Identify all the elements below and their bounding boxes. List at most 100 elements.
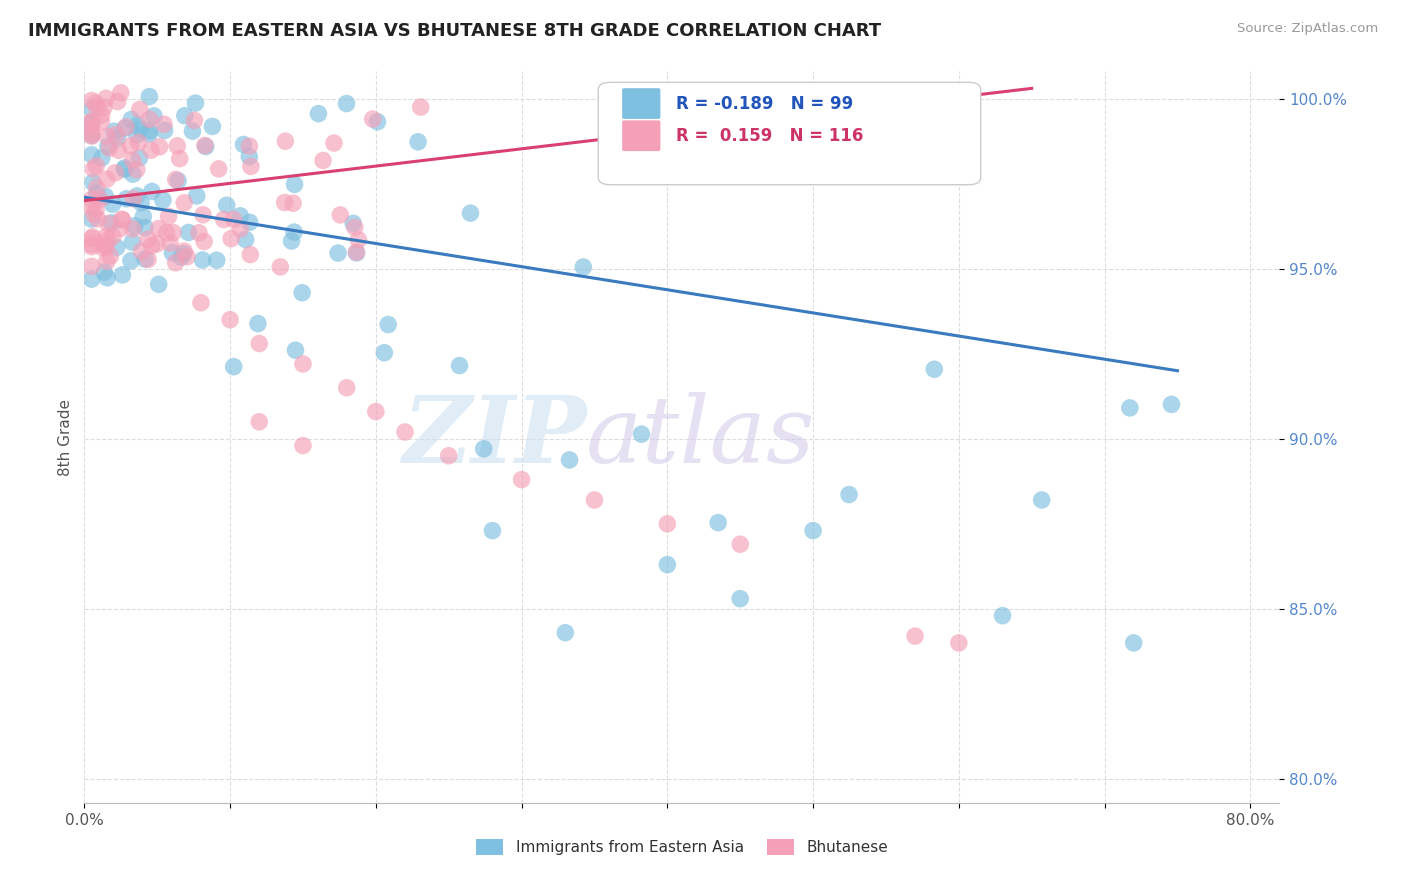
Bhutanese — [208, 161, 231, 176]
Immigrants from Eastern Asia — [326, 246, 349, 260]
Bhutanese — [136, 252, 159, 267]
Bhutanese — [108, 221, 131, 235]
Immigrants from Eastern Asia — [132, 210, 155, 224]
Bhutanese — [107, 144, 129, 158]
Y-axis label: 8th Grade: 8th Grade — [58, 399, 73, 475]
Bhutanese — [394, 425, 416, 439]
Bhutanese — [728, 537, 751, 551]
Immigrants from Eastern Asia — [134, 252, 156, 267]
Bhutanese — [187, 226, 209, 240]
Immigrants from Eastern Asia — [235, 233, 257, 247]
Immigrants from Eastern Asia — [291, 285, 314, 300]
Bhutanese — [239, 247, 262, 261]
Immigrants from Eastern Asia — [80, 128, 103, 143]
Immigrants from Eastern Asia — [558, 453, 581, 467]
Immigrants from Eastern Asia — [86, 186, 108, 201]
Immigrants from Eastern Asia — [1122, 636, 1144, 650]
FancyBboxPatch shape — [599, 82, 981, 185]
Immigrants from Eastern Asia — [80, 148, 103, 162]
Bhutanese — [510, 473, 533, 487]
Immigrants from Eastern Asia — [284, 343, 307, 358]
Immigrants from Eastern Asia — [112, 162, 135, 177]
Bhutanese — [904, 629, 927, 643]
Immigrants from Eastern Asia — [283, 225, 305, 239]
Immigrants from Eastern Asia — [114, 161, 136, 175]
Immigrants from Eastern Asia — [97, 139, 120, 153]
Immigrants from Eastern Asia — [153, 123, 176, 137]
Bhutanese — [269, 260, 291, 274]
Bhutanese — [165, 172, 187, 186]
Bhutanese — [238, 139, 260, 153]
Immigrants from Eastern Asia — [142, 109, 165, 123]
Text: R =  0.159   N = 116: R = 0.159 N = 116 — [676, 127, 863, 145]
Bhutanese — [229, 222, 252, 236]
Immigrants from Eastern Asia — [924, 362, 946, 376]
Immigrants from Eastern Asia — [134, 220, 156, 235]
Bhutanese — [97, 217, 120, 231]
Immigrants from Eastern Asia — [129, 195, 152, 210]
Bhutanese — [111, 212, 134, 227]
Bhutanese — [347, 233, 370, 247]
Bhutanese — [361, 112, 384, 126]
Bhutanese — [97, 233, 120, 247]
Immigrants from Eastern Asia — [80, 103, 103, 117]
Bhutanese — [191, 208, 214, 222]
Bhutanese — [80, 94, 103, 108]
Immigrants from Eastern Asia — [181, 124, 204, 138]
Text: R = -0.189   N = 99: R = -0.189 N = 99 — [676, 95, 853, 112]
Bhutanese — [80, 240, 103, 254]
Immigrants from Eastern Asia — [194, 139, 217, 153]
Immigrants from Eastern Asia — [184, 96, 207, 111]
Immigrants from Eastern Asia — [93, 265, 115, 279]
Bhutanese — [82, 230, 104, 244]
Bhutanese — [583, 493, 606, 508]
Immigrants from Eastern Asia — [173, 109, 195, 123]
Text: Source: ZipAtlas.com: Source: ZipAtlas.com — [1237, 22, 1378, 36]
Immigrants from Eastern Asia — [141, 185, 163, 199]
Bhutanese — [94, 229, 117, 244]
Immigrants from Eastern Asia — [80, 212, 103, 227]
Immigrants from Eastern Asia — [170, 250, 193, 264]
Immigrants from Eastern Asia — [191, 252, 214, 267]
Bhutanese — [437, 449, 460, 463]
Immigrants from Eastern Asia — [96, 270, 118, 285]
Bhutanese — [84, 202, 107, 217]
FancyBboxPatch shape — [623, 88, 661, 119]
Immigrants from Eastern Asia — [1031, 493, 1053, 508]
Immigrants from Eastern Asia — [101, 197, 124, 211]
Bhutanese — [86, 101, 108, 115]
Immigrants from Eastern Asia — [1119, 401, 1142, 415]
Immigrants from Eastern Asia — [373, 345, 395, 359]
Immigrants from Eastern Asia — [229, 209, 252, 223]
Bhutanese — [127, 136, 149, 150]
Immigrants from Eastern Asia — [449, 359, 471, 373]
Bhutanese — [139, 143, 162, 157]
Immigrants from Eastern Asia — [90, 151, 112, 165]
Bhutanese — [222, 212, 245, 227]
Bhutanese — [90, 115, 112, 129]
Text: atlas: atlas — [586, 392, 815, 482]
Bhutanese — [104, 128, 127, 142]
Bhutanese — [219, 312, 242, 326]
Immigrants from Eastern Asia — [481, 524, 503, 538]
Bhutanese — [80, 192, 103, 206]
Bhutanese — [120, 138, 142, 153]
Bhutanese — [247, 415, 270, 429]
Immigrants from Eastern Asia — [283, 178, 305, 192]
Bhutanese — [98, 249, 121, 263]
Immigrants from Eastern Asia — [124, 219, 146, 233]
Bhutanese — [115, 120, 138, 134]
Bhutanese — [364, 404, 387, 418]
Immigrants from Eastern Asia — [128, 151, 150, 165]
Bhutanese — [281, 196, 304, 211]
Immigrants from Eastern Asia — [991, 608, 1014, 623]
Bhutanese — [274, 134, 297, 148]
Immigrants from Eastern Asia — [232, 137, 254, 152]
Immigrants from Eastern Asia — [105, 131, 128, 145]
Bhutanese — [291, 439, 314, 453]
Bhutanese — [94, 238, 117, 252]
Immigrants from Eastern Asia — [1160, 397, 1182, 411]
Bhutanese — [84, 159, 107, 173]
Immigrants from Eastern Asia — [554, 625, 576, 640]
Bhutanese — [159, 235, 181, 250]
